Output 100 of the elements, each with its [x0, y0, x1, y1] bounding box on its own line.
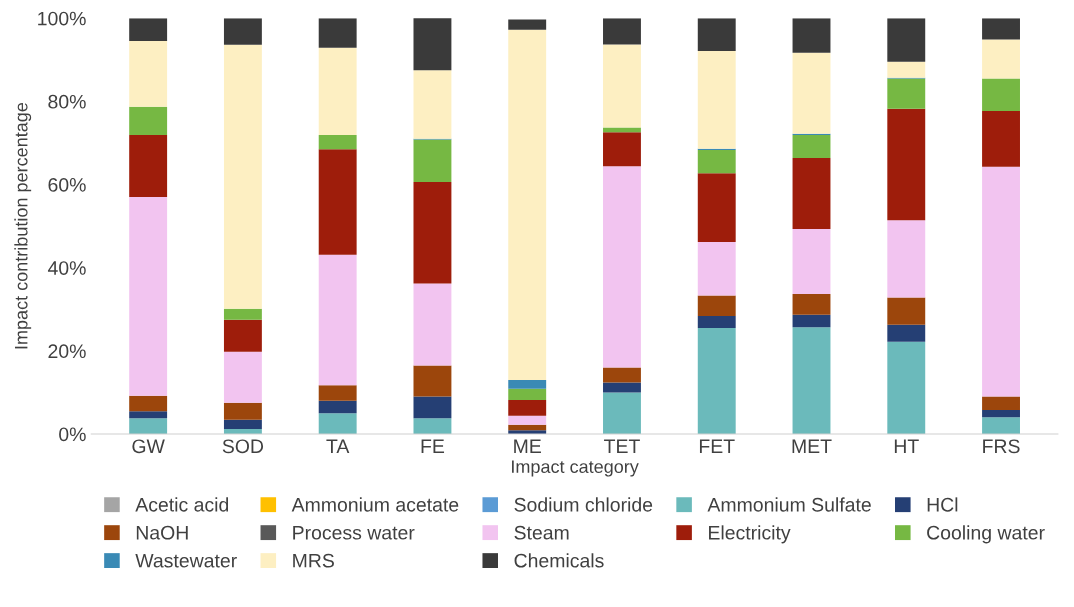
- legend-label: Process water: [293, 526, 415, 540]
- y-tick-label: 100%: [38, 11, 86, 26]
- bar: [318, 400, 357, 414]
- bar: [982, 396, 1020, 410]
- bar: [697, 51, 736, 149]
- bar: [887, 220, 926, 298]
- legend-label: Steam: [514, 525, 569, 540]
- bar: [413, 418, 452, 434]
- legend-label: HCl: [927, 497, 958, 512]
- bar: [318, 47, 357, 136]
- y-tick-label: 40%: [47, 261, 86, 275]
- bar: [887, 108, 926, 221]
- bar: [792, 314, 831, 328]
- bar: [887, 324, 926, 342]
- bar: [603, 44, 641, 128]
- legend-label: Wastewater: [135, 553, 237, 568]
- bar: [223, 308, 262, 320]
- bar: [603, 166, 641, 368]
- bar: [318, 385, 357, 401]
- bar: [129, 135, 168, 197]
- bar: [982, 166, 1020, 397]
- bar: [887, 61, 926, 78]
- bar: [792, 229, 831, 294]
- bar: [413, 182, 452, 284]
- bar: [508, 29, 547, 380]
- bar: [982, 78, 1020, 111]
- x-tick-label: SOD: [222, 439, 264, 454]
- y-tick-label: 80%: [48, 94, 86, 109]
- bar: [508, 388, 547, 400]
- legend-label: MRS: [293, 553, 334, 568]
- bar: [413, 139, 452, 183]
- bar: [223, 18, 262, 45]
- bar: [887, 18, 926, 62]
- bar: [792, 52, 831, 134]
- bar: [223, 319, 262, 352]
- bar: [792, 157, 831, 230]
- x-tick-label: ME: [514, 439, 541, 453]
- x-tick-label: MET: [792, 439, 832, 453]
- bar: [603, 392, 641, 434]
- bar: [223, 351, 262, 403]
- bar: [982, 110, 1020, 167]
- bar: [129, 197, 168, 396]
- x-tick-label: GW: [132, 439, 165, 454]
- bar: [603, 382, 641, 393]
- legend-label: Ammonium Sulfate: [707, 497, 871, 512]
- bar: [603, 132, 641, 167]
- bar: [982, 39, 1020, 79]
- bar: [508, 399, 547, 416]
- bar: [413, 70, 452, 139]
- legend-label: NaOH: [136, 525, 188, 540]
- bar: [413, 365, 452, 397]
- bar: [318, 18, 357, 48]
- bar: [223, 419, 262, 430]
- x-tick-label: FET: [699, 439, 735, 453]
- y-tick-label: 0%: [59, 427, 86, 442]
- bar: [223, 402, 262, 420]
- bar: [129, 18, 168, 42]
- bar: [318, 254, 357, 386]
- bar: [792, 327, 831, 434]
- bar: [792, 293, 831, 315]
- legend-label: Sodium chloride: [514, 497, 653, 512]
- x-tick-label: FRS: [983, 439, 1020, 454]
- bar: [508, 19, 547, 30]
- legend-label: Electricity: [709, 525, 791, 544]
- bar: [697, 173, 736, 242]
- bar: [129, 411, 168, 419]
- x-tick-label: TA: [326, 439, 350, 453]
- bar: [982, 417, 1020, 434]
- bar: [982, 409, 1020, 418]
- x-tick-label: TET: [604, 439, 640, 453]
- bar: [697, 327, 736, 434]
- bar: [697, 241, 736, 296]
- bar: [887, 341, 926, 434]
- bar: [129, 395, 168, 412]
- x-tick-label: FE: [421, 439, 445, 453]
- bar: [887, 297, 926, 325]
- bar: [413, 396, 452, 419]
- bar: [508, 424, 547, 431]
- x-axis-title: Impact category: [512, 460, 639, 477]
- bar: [697, 18, 736, 52]
- bar: [223, 44, 262, 309]
- y-tick-label: 20%: [48, 344, 86, 359]
- x-tick-label: HT: [894, 439, 919, 453]
- bar: [792, 18, 831, 53]
- bar: [129, 418, 168, 434]
- bar: [982, 18, 1020, 40]
- bar: [413, 18, 452, 71]
- bar: [887, 78, 926, 109]
- legend-label: Ammonium acetate: [291, 497, 459, 512]
- bar: [697, 295, 736, 316]
- bar: [603, 367, 641, 383]
- bar: [697, 150, 736, 174]
- bar: [318, 149, 357, 255]
- bar: [508, 415, 547, 425]
- bar: [318, 135, 357, 150]
- legend-label: Acetic acid: [135, 497, 229, 512]
- bar: [129, 106, 168, 136]
- bar: [129, 41, 168, 107]
- y-axis-title: Impact contribution percentage: [14, 102, 32, 349]
- bar: [603, 18, 641, 45]
